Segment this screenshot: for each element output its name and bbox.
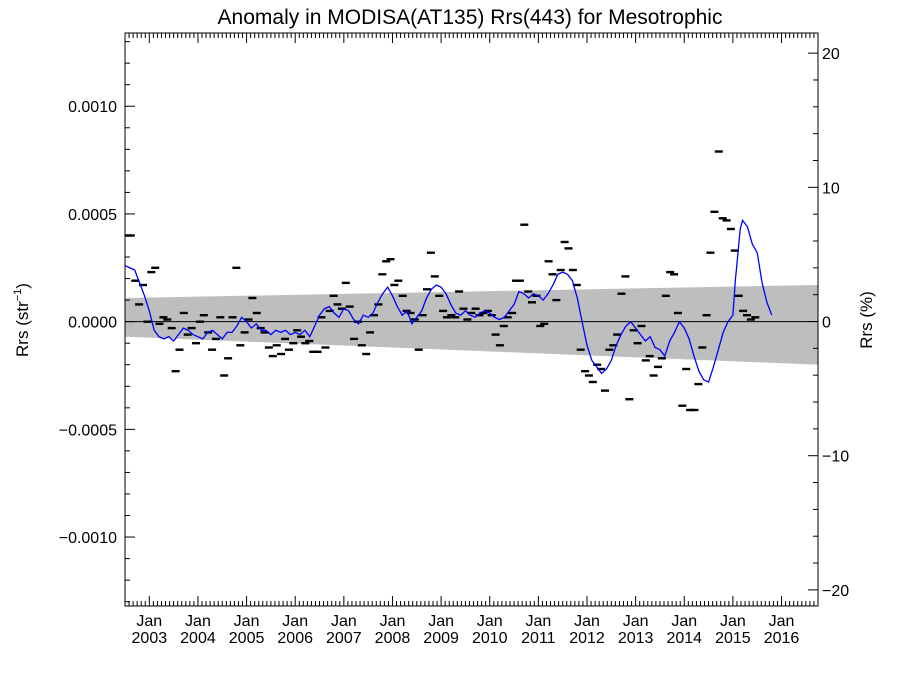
x-tick-year-label: 2011	[521, 630, 556, 647]
x-tick-month-label: Jan	[282, 613, 308, 630]
x-tick-year-label: 2007	[326, 630, 362, 647]
x-tick-year-label: 2004	[180, 630, 216, 647]
x-tick-month-label: Jan	[331, 613, 357, 630]
y-left-tick-label: −0.0010	[59, 530, 117, 547]
x-tick-year-label: 2012	[569, 630, 605, 647]
x-tick-month-label: Jan	[720, 613, 746, 630]
y-right-tick-label: 0	[822, 315, 831, 332]
x-tick-month-label: Jan	[769, 613, 795, 630]
x-tick-month-label: Jan	[136, 613, 162, 630]
chart-title: Anomaly in MODISA(AT135) Rrs(443) for Me…	[218, 6, 723, 29]
x-tick-year-label: 2013	[618, 630, 654, 647]
x-tick-month-label: Jan	[525, 613, 551, 630]
x-tick-year-label: 2014	[666, 630, 702, 647]
x-tick-month-label: Jan	[428, 613, 454, 630]
y-left-tick-label: −0.0005	[59, 422, 117, 439]
plot-frame	[124, 32, 819, 607]
x-tick-year-label: 2016	[764, 630, 800, 647]
x-tick-year-label: 2006	[277, 630, 313, 647]
y-left-tick-label: 0.0005	[68, 207, 117, 224]
x-tick-year-label: 2008	[375, 630, 411, 647]
x-tick-month-label: Jan	[185, 613, 211, 630]
smoothed-anomaly-line	[125, 218, 773, 383]
y-axis-label-right: Rrs (%)	[857, 291, 876, 349]
y-right-tick-label: 20	[822, 46, 840, 63]
y-right-tick-label: −20	[822, 583, 849, 600]
x-tick-year-label: 2009	[423, 630, 459, 647]
y-left-tick-label: 0.0010	[68, 99, 117, 116]
y-left-tick-label: 0.0000	[68, 315, 117, 332]
uncertainty-band	[125, 285, 818, 365]
x-tick-year-label: 2010	[472, 630, 508, 647]
x-tick-month-label: Jan	[623, 613, 649, 630]
plot-area	[125, 150, 818, 412]
x-tick-month-label: Jan	[477, 613, 503, 630]
x-tick-year-label: 2003	[132, 630, 168, 647]
plot-inner	[125, 150, 818, 412]
y-right-tick-label: −10	[822, 449, 849, 466]
x-tick-month-label: Jan	[380, 613, 406, 630]
y-axis-label-left: Rrs (str−1)	[12, 283, 32, 357]
y-right-tick-label: 10	[822, 180, 840, 197]
x-tick-year-label: 2015	[715, 630, 751, 647]
x-tick-month-label: Jan	[574, 613, 600, 630]
x-tick-month-label: Jan	[671, 613, 697, 630]
x-tick-year-label: 2005	[229, 630, 265, 647]
x-tick-month-label: Jan	[234, 613, 260, 630]
axes: −0.0010 −0.0005 0.0000 0.0005 0.0010 −20 −10 0 1…	[59, 32, 849, 647]
